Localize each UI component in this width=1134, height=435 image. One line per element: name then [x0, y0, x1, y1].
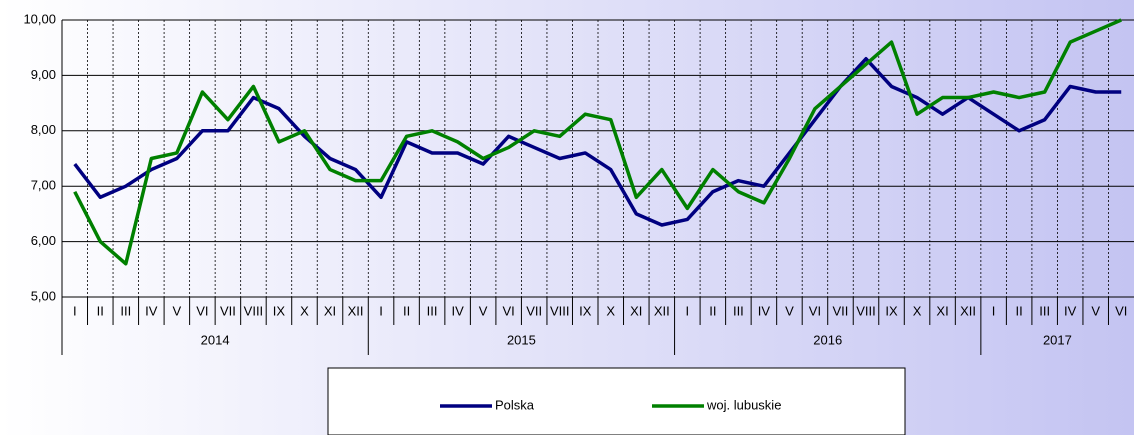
x-tick-label: VII — [526, 303, 542, 318]
x-tick-label: VII — [220, 303, 236, 318]
y-tick-label: 9,00 — [31, 67, 56, 82]
x-tick-label: VI — [809, 303, 821, 318]
x-tick-label: VIII — [244, 303, 264, 318]
x-tick-label: XII — [654, 303, 670, 318]
x-tick-label: XI — [630, 303, 642, 318]
x-tick-label: IV — [451, 303, 464, 318]
x-tick-label: II — [1016, 303, 1023, 318]
year-label: 2016 — [813, 332, 842, 347]
legend-label: woj. lubuskie — [706, 397, 781, 412]
year-label: 2014 — [201, 332, 230, 347]
x-tick-label: III — [120, 303, 131, 318]
x-tick-label: I — [379, 303, 383, 318]
y-tick-label: 6,00 — [31, 233, 56, 248]
x-tick-label: III — [427, 303, 438, 318]
y-tick-label: 8,00 — [31, 122, 56, 137]
x-tick-label: VIII — [550, 303, 570, 318]
x-tick-label: IV — [758, 303, 771, 318]
x-tick-label: IX — [273, 303, 286, 318]
x-tick-label: VII — [833, 303, 849, 318]
y-tick-label: 5,00 — [31, 288, 56, 303]
x-tick-label: XII — [348, 303, 364, 318]
series-line — [73, 18, 1122, 266]
x-tick-label: II — [403, 303, 410, 318]
x-tick-label: IV — [145, 303, 158, 318]
x-tick-label: IV — [1064, 303, 1077, 318]
x-tick-label: V — [785, 303, 794, 318]
x-tick-label: II — [709, 303, 716, 318]
x-tick-label: XII — [960, 303, 976, 318]
x-tick-label: III — [733, 303, 744, 318]
x-tick-label: X — [913, 303, 922, 318]
x-tick-label: X — [300, 303, 309, 318]
x-tick-label: IX — [579, 303, 592, 318]
year-label: 2015 — [507, 332, 536, 347]
x-tick-label: III — [1039, 303, 1050, 318]
x-tick-label: VIII — [856, 303, 876, 318]
x-tick-label: V — [479, 303, 488, 318]
legend-box — [327, 367, 906, 435]
x-tick-label: VI — [1115, 303, 1127, 318]
x-tick-label: X — [606, 303, 615, 318]
x-tick-label: I — [73, 303, 77, 318]
x-tick-label: V — [1091, 303, 1100, 318]
x-tick-label: II — [97, 303, 104, 318]
x-tick-label: I — [686, 303, 690, 318]
x-tick-label: I — [992, 303, 996, 318]
y-tick-label: 10,00 — [23, 11, 56, 26]
x-tick-label: IX — [885, 303, 898, 318]
x-tick-label: V — [173, 303, 182, 318]
series-line — [73, 57, 1122, 227]
year-label: 2017 — [1043, 332, 1072, 347]
x-tick-label: VI — [196, 303, 208, 318]
y-tick-label: 7,00 — [31, 178, 56, 193]
legend-label: Polska — [495, 397, 535, 412]
x-tick-label: VI — [503, 303, 515, 318]
x-tick-label: XI — [324, 303, 336, 318]
x-tick-label: XI — [936, 303, 948, 318]
